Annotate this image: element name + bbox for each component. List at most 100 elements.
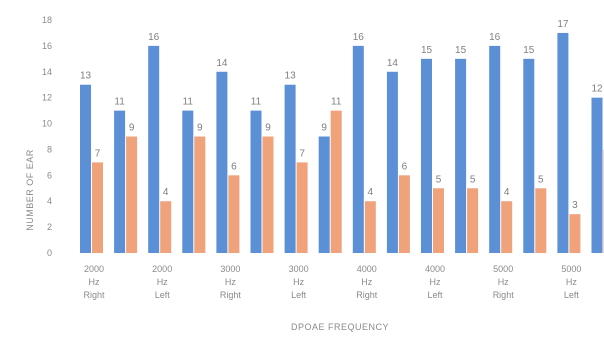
data-label-series2: 4 bbox=[163, 187, 169, 198]
bars-group bbox=[80, 32, 604, 254]
x-tick-label-line: Hz bbox=[293, 277, 304, 287]
x-axis: 2000 Hz Right 2000 Hz Left 3000 Hz Right 3000 Hz Le… bbox=[83, 264, 581, 300]
x-tick-label-line: Hz bbox=[430, 277, 441, 287]
y-tick-label: 10 bbox=[42, 119, 52, 129]
y-tick-label: 18 bbox=[42, 15, 52, 25]
bar-series2 bbox=[194, 136, 206, 253]
bar-series2 bbox=[569, 214, 581, 253]
data-label-series1: 13 bbox=[80, 71, 92, 82]
x-tick-label-line: 2000 bbox=[152, 264, 172, 274]
data-label-series1: 16 bbox=[489, 32, 501, 43]
bar-series1 bbox=[148, 45, 160, 254]
x-category-label: 2000 Hz Left bbox=[152, 264, 172, 300]
y-tick-label: 2 bbox=[47, 222, 52, 232]
y-tick-label: 0 bbox=[47, 248, 52, 258]
data-label-series2: 5 bbox=[538, 174, 544, 185]
bar-series2 bbox=[364, 201, 376, 253]
data-label-series1: 14 bbox=[387, 58, 399, 69]
data-label-series1: 15 bbox=[455, 45, 467, 56]
data-label-series2: 9 bbox=[265, 123, 271, 134]
bar-series2 bbox=[160, 201, 172, 253]
x-tick-label-line: 4000 bbox=[425, 264, 445, 274]
bar-series1 bbox=[114, 110, 126, 253]
y-axis: 0 2 4 6 8 10 12 14 16 18 bbox=[42, 15, 52, 258]
x-tick-label-line: 3000 bbox=[220, 264, 240, 274]
y-tick-label: 8 bbox=[47, 144, 52, 154]
bar-series1 bbox=[489, 45, 501, 254]
bar-series2 bbox=[330, 110, 342, 253]
bar-series1 bbox=[421, 58, 432, 254]
bar-series2 bbox=[433, 188, 444, 253]
data-label-series1: 11 bbox=[114, 97, 125, 108]
x-category-label: 3000 Hz Right bbox=[220, 264, 242, 300]
bar-series2 bbox=[92, 162, 103, 253]
bar-series2 bbox=[398, 175, 410, 253]
data-label-series1: 16 bbox=[148, 32, 160, 43]
data-label-series1: 14 bbox=[216, 58, 228, 69]
bar-series1 bbox=[250, 110, 262, 253]
x-category-label: 4000 Hz Left bbox=[425, 264, 445, 300]
bar-series2 bbox=[501, 201, 513, 253]
data-label-series1: 15 bbox=[523, 45, 535, 56]
bar-series2 bbox=[126, 136, 138, 253]
x-tick-label-line: 4000 bbox=[357, 264, 377, 274]
data-label-series1: 17 bbox=[557, 19, 569, 30]
y-tick-label: 6 bbox=[47, 170, 52, 180]
data-labels-group: 13 7 11 9 16 4 11 9 14 6 11 9 13 7 9 11 16 4 14 6 15 5 15 5 16 4 1… bbox=[80, 19, 603, 211]
x-tick-label-line: Hz bbox=[498, 277, 509, 287]
x-category-label: 5000 Hz Right bbox=[493, 264, 515, 300]
x-tick-label-line: Right bbox=[220, 290, 242, 300]
data-label-series2: 9 bbox=[129, 123, 135, 134]
bar-series1 bbox=[284, 84, 296, 253]
y-tick-label: 16 bbox=[42, 41, 52, 51]
data-label-series2: 6 bbox=[231, 161, 237, 172]
x-category-label: 4000 Hz Right bbox=[356, 264, 378, 300]
x-tick-label-line: Left bbox=[564, 290, 580, 300]
data-label-series2: 7 bbox=[299, 148, 305, 159]
data-label-series2: 9 bbox=[197, 123, 203, 134]
bar-series2 bbox=[296, 162, 308, 253]
bar-series1 bbox=[591, 97, 603, 254]
bar-series1 bbox=[523, 58, 535, 254]
bar-series2 bbox=[467, 188, 479, 253]
x-tick-label-line: Left bbox=[291, 290, 307, 300]
bar-series1 bbox=[80, 84, 91, 253]
x-tick-label-line: 3000 bbox=[289, 264, 309, 274]
data-label-series1: 15 bbox=[421, 45, 433, 56]
data-label-series2: 6 bbox=[402, 161, 408, 172]
data-label-series1: 11 bbox=[251, 97, 262, 108]
y-tick-label: 12 bbox=[42, 93, 52, 103]
bar-series1 bbox=[182, 110, 194, 253]
y-tick-label: 14 bbox=[42, 67, 52, 77]
data-label-series1: 9 bbox=[321, 123, 327, 134]
x-tick-label-line: Right bbox=[356, 290, 378, 300]
x-axis-title: DPOAE FREQUENCY bbox=[291, 322, 389, 332]
x-tick-label-line: Hz bbox=[361, 277, 372, 287]
data-label-series1: 16 bbox=[353, 32, 365, 43]
data-label-series2: 3 bbox=[572, 200, 578, 211]
data-label-series2: 5 bbox=[436, 174, 442, 185]
y-tick-label: 4 bbox=[47, 196, 52, 206]
x-tick-label-line: Right bbox=[83, 290, 105, 300]
x-category-label: 5000 Hz Left bbox=[561, 264, 581, 300]
y-axis-title: NUMBER OF EAR bbox=[25, 149, 35, 231]
bar-series1 bbox=[455, 58, 467, 254]
x-tick-label-line: 2000 bbox=[84, 264, 104, 274]
data-label-series1: 11 bbox=[183, 97, 194, 108]
bar-series2 bbox=[262, 136, 274, 253]
bar-series1 bbox=[318, 136, 330, 253]
bar-series1 bbox=[386, 71, 398, 254]
x-tick-label-line: Hz bbox=[225, 277, 236, 287]
x-tick-label-line: 5000 bbox=[561, 264, 581, 274]
x-category-label: 3000 Hz Left bbox=[289, 264, 309, 300]
x-tick-label-line: 5000 bbox=[493, 264, 513, 274]
bar-series1 bbox=[216, 71, 228, 254]
x-tick-label-line: Left bbox=[427, 290, 443, 300]
data-label-series1: 13 bbox=[285, 71, 297, 82]
bar-series1 bbox=[352, 45, 364, 254]
x-tick-label-line: Hz bbox=[89, 277, 100, 287]
data-label-series2: 7 bbox=[95, 148, 101, 159]
x-category-label: 2000 Hz Right bbox=[83, 264, 105, 300]
data-label-series2: 11 bbox=[331, 97, 342, 108]
x-tick-label-line: Hz bbox=[566, 277, 577, 287]
